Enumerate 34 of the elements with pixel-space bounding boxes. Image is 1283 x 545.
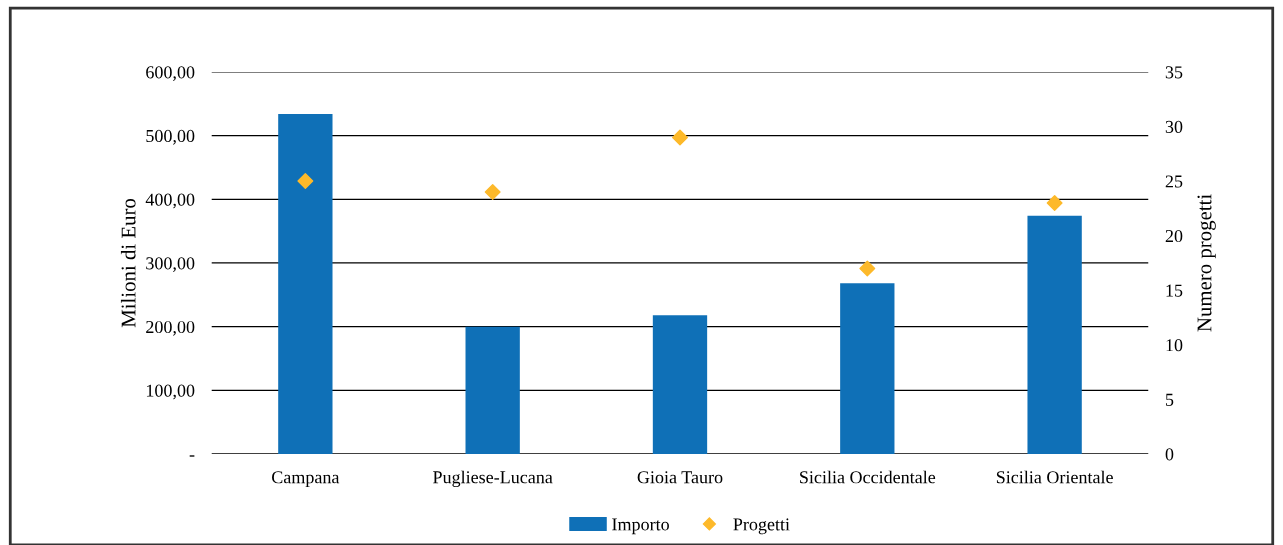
bar — [465, 326, 520, 454]
y-tick-label: 300,00 — [146, 257, 195, 272]
bar — [840, 283, 895, 454]
point — [859, 260, 876, 277]
y-tick-label: 200,00 — [146, 320, 195, 336]
point — [1046, 194, 1063, 211]
point — [484, 184, 501, 200]
x-tick-label: Campana — [272, 471, 340, 488]
legend-label: Importo — [612, 518, 669, 535]
x-tick-label: Pugliese-Lucana — [433, 470, 553, 488]
y-tick-label: - — [189, 455, 195, 457]
point — [672, 129, 688, 146]
y2-tick-label: 35 — [1165, 66, 1183, 79]
y-tick-label: 100,00 — [146, 384, 195, 400]
y2-tick-label: 20 — [1165, 229, 1183, 243]
x-tick-label: Sicilia Occidentale — [800, 470, 936, 484]
y2-tick-label: 25 — [1165, 175, 1183, 188]
y2-tick-label: 15 — [1166, 284, 1183, 297]
y-axis-title: Milioni di Euro — [120, 198, 136, 328]
y-tick-label: 500,00 — [146, 129, 195, 145]
y2-tick-label: 10 — [1166, 339, 1183, 352]
y-tick-label: 600,00 — [146, 66, 195, 81]
bar — [278, 113, 333, 454]
bar — [652, 315, 708, 454]
x-tick-label: Sicilia Orientale — [996, 470, 1113, 484]
y2-tick-label: 30 — [1165, 120, 1183, 133]
y2-tick-label: 5 — [1166, 393, 1174, 406]
point — [297, 173, 314, 190]
legend-label: Progetti — [733, 518, 790, 535]
y-tick-label: 400,00 — [145, 193, 195, 209]
bar — [1027, 215, 1082, 454]
x-tick-label: Gioia Tauro — [637, 471, 723, 484]
y2-tick-label: 0 — [1165, 448, 1174, 461]
y2-axis-title: Numero progetti — [1197, 194, 1216, 332]
